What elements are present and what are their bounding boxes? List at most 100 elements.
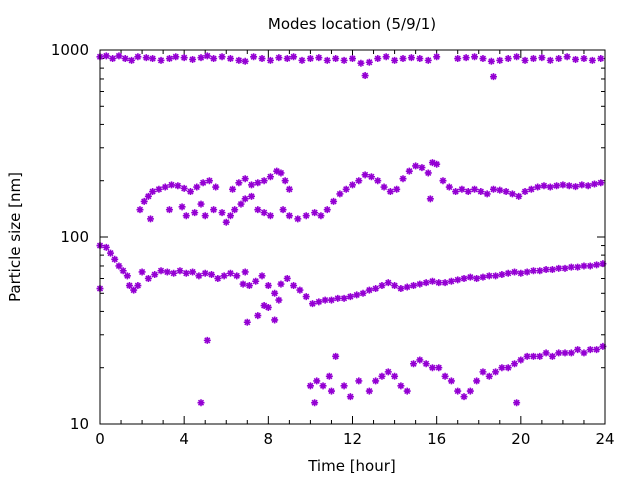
data-point	[492, 272, 500, 280]
data-point	[149, 188, 157, 196]
data-point	[546, 183, 554, 191]
data-point	[191, 209, 199, 217]
data-point	[511, 268, 519, 276]
data-point	[597, 55, 605, 63]
data-point	[548, 352, 556, 360]
plot-frame	[99, 49, 606, 425]
data-point	[294, 215, 302, 223]
data-point	[180, 54, 188, 62]
data-point	[285, 185, 293, 193]
data-point	[433, 53, 441, 61]
data-point	[346, 393, 354, 401]
data-point	[586, 262, 594, 270]
data-point	[319, 382, 327, 390]
data-point	[193, 183, 201, 191]
data-point	[374, 55, 382, 63]
data-point	[517, 269, 525, 277]
data-point	[397, 382, 405, 390]
data-point	[311, 209, 319, 217]
data-point	[365, 58, 373, 66]
data-point	[382, 53, 390, 61]
x-tick-label: 16	[427, 430, 446, 448]
data-point	[492, 368, 500, 376]
data-point	[534, 183, 542, 191]
data-point	[306, 382, 314, 390]
data-point	[378, 372, 386, 380]
data-point	[212, 183, 220, 191]
data-point	[523, 352, 531, 360]
data-point	[176, 267, 184, 275]
data-point	[218, 53, 226, 61]
data-point	[496, 186, 504, 194]
data-point	[504, 55, 512, 63]
data-point	[226, 212, 234, 220]
data-point	[235, 56, 243, 64]
y-tick-label: 10	[70, 415, 89, 433]
data-point	[258, 272, 266, 280]
x-tick-label: 12	[343, 430, 362, 448]
data-point	[588, 56, 596, 64]
data-point	[485, 272, 493, 280]
data-point	[220, 272, 228, 280]
data-points	[96, 52, 607, 407]
data-point	[266, 56, 274, 64]
data-point	[313, 377, 321, 385]
data-point	[540, 182, 548, 190]
data-point	[458, 185, 466, 193]
data-point	[548, 266, 556, 274]
data-point	[471, 185, 479, 193]
data-point	[283, 274, 291, 282]
data-point	[542, 266, 550, 274]
data-point	[264, 282, 272, 290]
data-point	[527, 185, 535, 193]
data-point	[361, 171, 369, 179]
data-point	[102, 52, 110, 60]
data-point	[201, 212, 209, 220]
data-point	[479, 368, 487, 376]
data-point	[391, 282, 399, 290]
data-point	[542, 349, 550, 357]
data-point	[182, 269, 190, 277]
data-point	[229, 185, 237, 193]
data-point	[567, 349, 575, 357]
data-point	[418, 164, 426, 172]
data-point	[157, 56, 165, 64]
data-point	[599, 342, 607, 350]
data-point	[403, 387, 411, 395]
data-point	[275, 296, 283, 304]
data-point	[504, 269, 512, 277]
data-point	[479, 55, 487, 63]
data-point	[384, 368, 392, 376]
data-point	[399, 175, 407, 183]
data-point	[574, 263, 582, 271]
data-point	[536, 267, 544, 275]
data-point	[172, 53, 180, 61]
data-point	[248, 181, 255, 189]
data-point	[203, 336, 211, 344]
data-point	[412, 162, 420, 170]
data-point	[563, 53, 571, 61]
data-point	[327, 387, 335, 395]
data-point	[372, 285, 380, 293]
data-point	[170, 269, 178, 277]
data-point	[454, 387, 462, 395]
data-point	[315, 54, 323, 62]
data-point	[239, 280, 247, 288]
data-point	[428, 277, 436, 285]
data-point	[149, 55, 157, 63]
data-point	[599, 260, 607, 268]
data-point	[416, 280, 424, 288]
data-point	[580, 262, 588, 270]
data-point	[233, 272, 241, 280]
data-point	[464, 188, 472, 196]
data-point	[521, 56, 529, 64]
data-point	[140, 197, 148, 205]
data-point	[340, 56, 348, 64]
x-tick-label: 24	[595, 430, 614, 448]
data-point	[254, 206, 262, 214]
data-point	[454, 55, 462, 63]
data-point	[529, 267, 537, 275]
data-point	[561, 264, 569, 272]
data-point	[555, 55, 563, 63]
data-point	[180, 184, 188, 192]
